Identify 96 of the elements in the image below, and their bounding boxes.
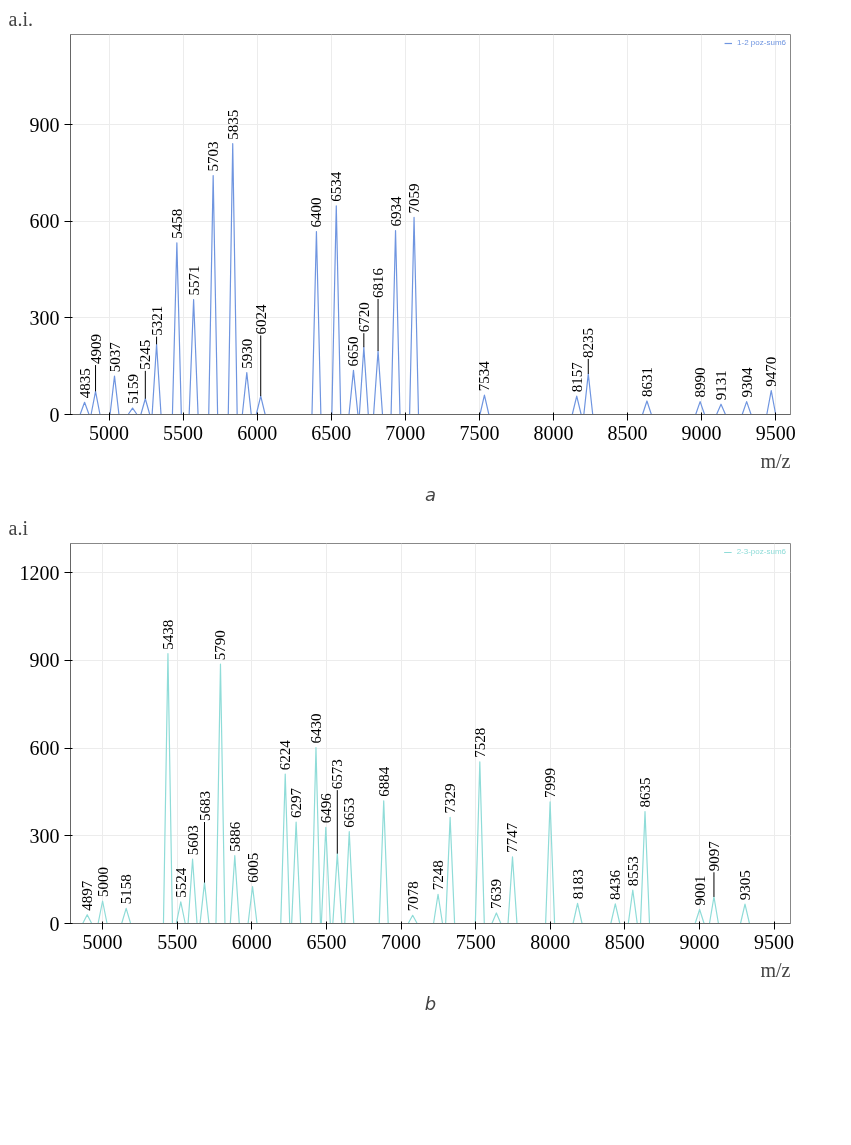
annotation: 8235 (580, 327, 597, 358)
annotation: 7329 (442, 783, 459, 814)
annotation: 5930 (238, 338, 255, 369)
annotation: 5703 (205, 141, 222, 172)
x-axis-title: m/z (760, 958, 791, 981)
annotation: 7059 (406, 183, 423, 214)
annotation: 8183 (569, 869, 586, 900)
annotation: 9304 (738, 367, 755, 398)
annotation: 6884 (375, 766, 392, 797)
annotation: 5571 (185, 265, 202, 296)
x-tick-label: 5000 (89, 421, 130, 444)
annotation: 8157 (568, 361, 585, 393)
annotation: 5158 (118, 874, 135, 905)
x-tick-label: 7000 (381, 930, 422, 953)
annotation: 6024 (252, 303, 269, 335)
annotation: 5603 (184, 825, 201, 856)
annotation: 4909 (87, 334, 104, 365)
y-axis-title: a.i (8, 516, 29, 539)
annotation: 6224 (277, 739, 294, 771)
x-tick-label: 6000 (231, 930, 272, 953)
annotation: 6297 (288, 787, 305, 819)
x-tick-label: 6500 (306, 930, 347, 953)
x-tick-label: 9500 (755, 421, 796, 444)
line-series (79, 143, 777, 415)
x-tick-label: 8500 (607, 421, 648, 444)
annotation: 5037 (106, 341, 123, 373)
annotation: 8436 (607, 869, 624, 900)
annotation: 8553 (624, 856, 641, 887)
x-tick-label: 9000 (681, 421, 722, 444)
text: b (424, 992, 437, 1014)
annotation: 6934 (387, 196, 404, 227)
annotation: 4835 (76, 368, 93, 399)
x-tick-label: 5500 (163, 421, 204, 444)
annotation: 5790 (212, 630, 229, 661)
y-tick-label: 900 (29, 113, 60, 136)
y-tick-label: 300 (29, 306, 60, 329)
y-tick-label: 0 (49, 912, 60, 935)
annotation: 4897 (79, 880, 96, 911)
annotation: 5000 (94, 866, 111, 897)
y-tick-label: 600 (29, 737, 60, 760)
annotation: 5683 (196, 790, 213, 821)
annotation: 7534 (476, 360, 493, 392)
annotation: 6400 (308, 197, 325, 228)
x-tick-label: 8000 (533, 421, 574, 444)
annotation: 7639 (488, 878, 505, 909)
annotation: 8635 (637, 777, 654, 808)
x-tick-label: 5500 (157, 930, 198, 953)
annotation: 6430 (307, 713, 324, 744)
x-tick-label: 7000 (385, 421, 426, 444)
x-tick-label: 8500 (604, 930, 645, 953)
x-tick-label: 5000 (82, 930, 123, 953)
annotation: 6496 (317, 792, 334, 824)
annotation: 5321 (148, 305, 165, 336)
annotation: 6573 (329, 759, 346, 790)
x-axis-title: m/z (760, 449, 791, 472)
annotation: 5245 (137, 339, 154, 370)
text: a (424, 483, 437, 505)
y-tick-label: 1200 (19, 561, 60, 584)
annotation: 5458 (168, 208, 185, 239)
annotation: 9097 (705, 840, 722, 872)
annotation: 6653 (341, 797, 358, 828)
annotation: 7747 (504, 822, 521, 853)
x-tick-label: 7500 (459, 421, 500, 444)
annotation: 7078 (404, 881, 421, 912)
legend-label: 2-3-poz-sum6 (736, 547, 786, 556)
legend-label: 1-2 poz-sum6 (737, 38, 786, 47)
y-tick-label: 0 (49, 403, 60, 426)
annotation: 6534 (328, 171, 345, 202)
x-tick-label: 8000 (530, 930, 571, 953)
annotation: 6005 (244, 852, 261, 883)
annotation: 6650 (345, 336, 362, 367)
x-tick-label: 7500 (455, 930, 496, 953)
annotation: 8631 (638, 366, 655, 397)
annotation: 5438 (159, 619, 176, 650)
annotation: 6720 (355, 302, 372, 333)
annotation: 5886 (226, 821, 243, 852)
x-tick-label: 9000 (679, 930, 720, 953)
annotation: 6816 (370, 267, 387, 298)
annotation: 5835 (224, 109, 241, 140)
annotation: 5524 (172, 867, 189, 898)
x-tick-label: 6000 (237, 421, 278, 444)
y-axis-title: a.i. (8, 7, 33, 30)
annotation: 5159 (124, 374, 141, 405)
annotation: 9001 (691, 875, 708, 906)
annotation: 9470 (763, 356, 780, 387)
y-tick-label: 300 (29, 824, 60, 847)
y-tick-label: 900 (29, 649, 60, 672)
annotation: 7248 (430, 860, 447, 891)
x-tick-label: 9500 (754, 930, 795, 953)
annotation: 9131 (713, 370, 730, 401)
y-tick-label: 600 (29, 210, 60, 233)
annotation: 8990 (692, 367, 709, 398)
annotation: 7528 (471, 727, 488, 758)
annotation: 9305 (736, 870, 753, 901)
x-tick-label: 6500 (311, 421, 352, 444)
annotation: 7999 (542, 767, 559, 798)
